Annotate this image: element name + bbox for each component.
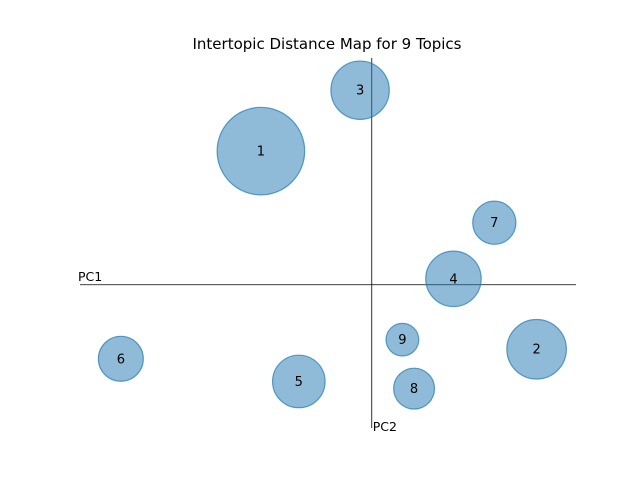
topic-label-5: 5 [295, 375, 303, 390]
topic-bubble-3 [330, 60, 390, 121]
topic-bubble-4 [425, 250, 482, 308]
topic-label-3: 3 [356, 84, 364, 99]
topic-bubble-5 [271, 354, 326, 409]
x-axis-label: PC1 [78, 269, 102, 284]
topic-label-4: 4 [449, 272, 457, 287]
chart-title: Intertopic Distance Map for 9 Topics [193, 35, 462, 53]
topic-bubble-9 [385, 322, 420, 357]
topic-label-7: 7 [490, 216, 498, 231]
topic-label-1: 1 [257, 145, 265, 160]
topic-label-9: 9 [398, 333, 406, 348]
topic-label-2: 2 [532, 343, 540, 358]
topic-bubble-1 [216, 106, 306, 196]
topic-bubble-2 [506, 318, 567, 380]
bubble-layer: 1 2 3 4 5 6 7 8 9 [97, 60, 567, 410]
topic-bubble-7 [472, 200, 517, 245]
y-axis-label: PC2 [373, 419, 397, 434]
topic-bubble-6 [97, 335, 144, 382]
topic-label-8: 8 [410, 382, 418, 397]
topic-bubble-8 [393, 367, 436, 410]
topic-label-6: 6 [117, 352, 125, 367]
